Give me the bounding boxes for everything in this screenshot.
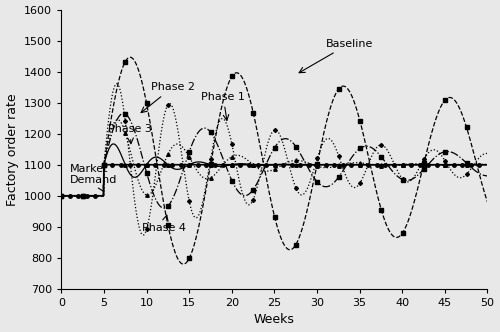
Text: Phase 3: Phase 3 [108,124,152,144]
Text: Phase 1: Phase 1 [202,92,245,121]
Text: Phase 4: Phase 4 [142,215,186,232]
Text: Phase 2: Phase 2 [141,82,195,113]
X-axis label: Weeks: Weeks [254,313,295,326]
Text: Baseline: Baseline [299,39,373,73]
Text: Market
Demand: Market Demand [70,164,117,191]
Y-axis label: Factory order rate: Factory order rate [6,93,18,206]
